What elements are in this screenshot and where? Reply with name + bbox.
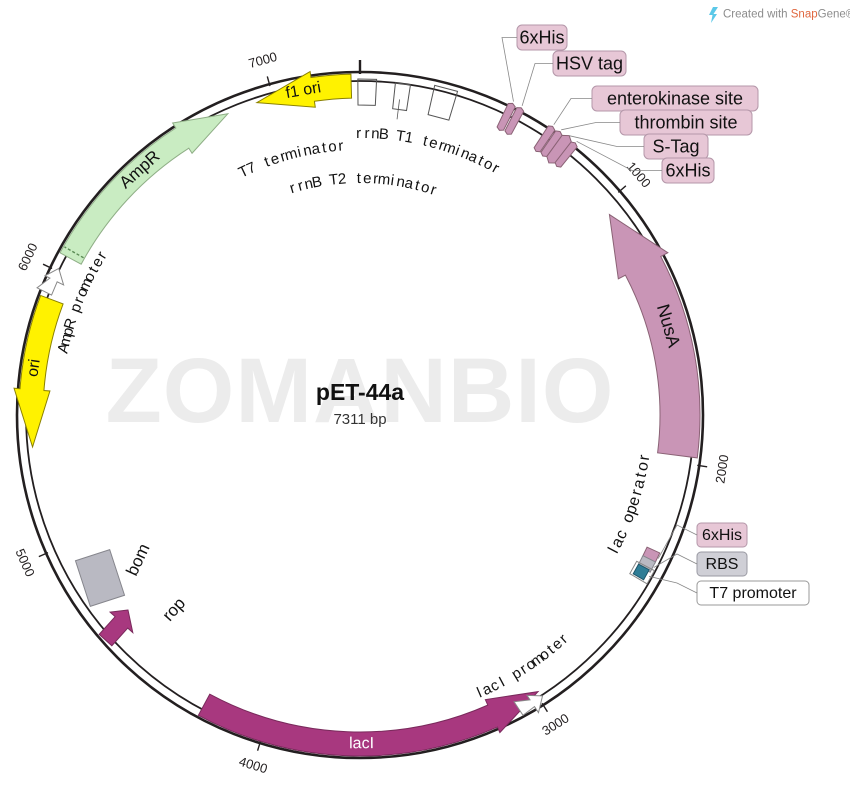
svg-text:6xHis: 6xHis (702, 527, 742, 544)
svg-text:S-Tag: S-Tag (652, 136, 699, 156)
svg-text:6xHis: 6xHis (665, 160, 710, 180)
svg-text:r: r (364, 125, 369, 142)
svg-text:Created with SnapGene®: Created with SnapGene® (723, 9, 850, 21)
svg-text:6xHis: 6xHis (519, 27, 564, 47)
svg-text:o: o (327, 138, 337, 156)
svg-text:B: B (378, 126, 389, 144)
svg-text:lacI: lacI (349, 735, 374, 752)
svg-text:pET-44a: pET-44a (316, 379, 404, 405)
svg-text:HSV tag: HSV tag (556, 53, 623, 73)
svg-text:7311 bp: 7311 bp (333, 411, 386, 428)
svg-text:e: e (363, 170, 372, 187)
svg-text:RBS: RBS (706, 556, 739, 573)
svg-text:2: 2 (337, 170, 347, 188)
svg-text:ori: ori (24, 358, 43, 378)
svg-text:enterokinase site: enterokinase site (607, 88, 743, 108)
svg-text:r: r (356, 125, 361, 142)
svg-text:thrombin site: thrombin site (634, 112, 737, 132)
svg-text:T7 promoter: T7 promoter (709, 585, 797, 602)
